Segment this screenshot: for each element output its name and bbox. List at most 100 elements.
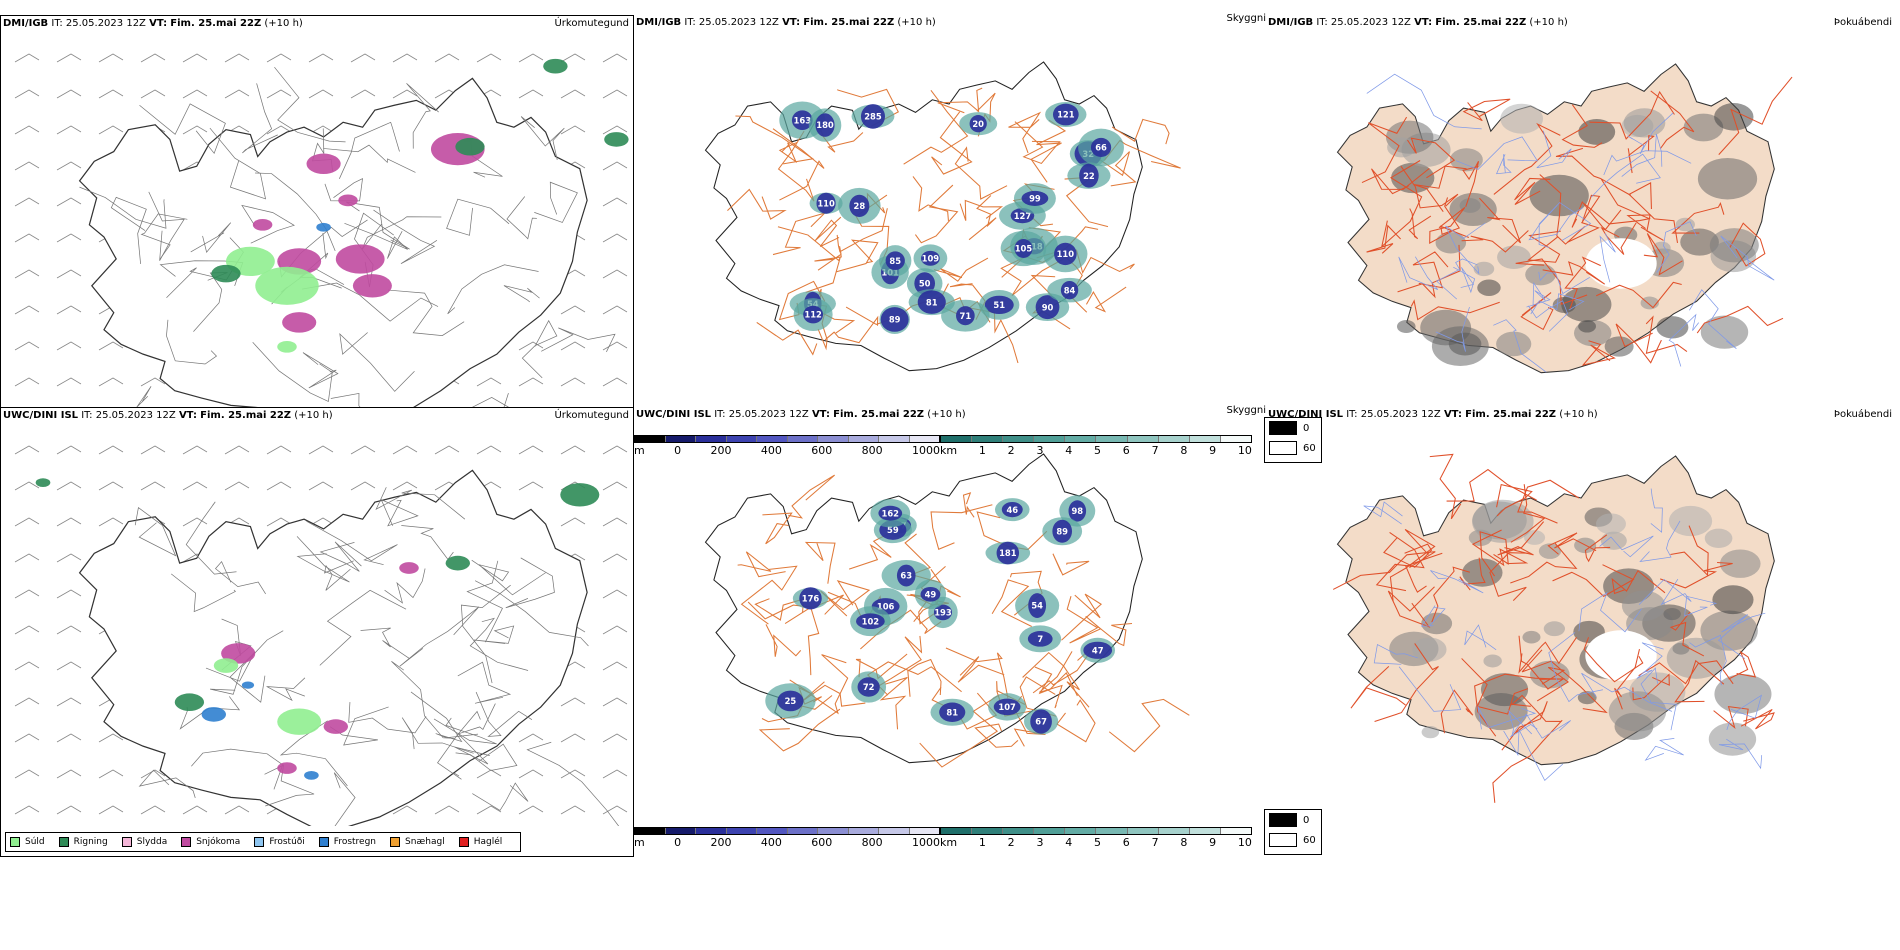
visibility-map: 1091185012716351322890541018411089110112… xyxy=(704,61,1181,372)
road-line xyxy=(1366,73,1482,130)
visibility-panel: DMI/IGB IT: 25.05.2023 12Z VT: Fim. 25.m… xyxy=(634,13,1266,465)
road-line xyxy=(758,708,841,752)
road-line xyxy=(1611,569,1666,595)
precip-legend-item: Súld xyxy=(10,837,45,847)
road-line xyxy=(296,536,350,583)
legend-swatch xyxy=(1269,441,1297,455)
scale-tick: 400 xyxy=(760,444,782,457)
road-line xyxy=(1389,528,1436,602)
road-line xyxy=(1413,165,1467,213)
scale-tick: 200 xyxy=(710,836,732,849)
precip-area xyxy=(352,274,392,298)
road-line xyxy=(1528,300,1568,332)
precip-area xyxy=(455,137,485,156)
fog-area xyxy=(1663,607,1681,621)
visibility-value: 49 xyxy=(925,589,937,599)
road-line xyxy=(1462,98,1511,122)
low-visibility-core xyxy=(984,295,1014,315)
scale-tick: 8 xyxy=(1180,836,1188,849)
road-line xyxy=(1479,531,1509,577)
low-visibility-core xyxy=(1030,709,1052,734)
road-line xyxy=(1375,532,1425,592)
precip-legend-item: Slydda xyxy=(121,837,167,847)
fog-indicator-title: Þokuábendi xyxy=(1833,17,1892,28)
road-line xyxy=(1644,737,1684,761)
fog-area xyxy=(1391,162,1435,194)
road-line xyxy=(912,176,949,222)
fog-area xyxy=(1496,331,1532,357)
road-line xyxy=(1696,305,1784,334)
road-line xyxy=(933,257,989,282)
road-line xyxy=(1371,167,1430,195)
road-line xyxy=(740,565,798,625)
road-line xyxy=(1632,673,1670,701)
legend-swatch xyxy=(458,837,469,847)
road-line xyxy=(1527,230,1561,263)
road-line xyxy=(1581,340,1616,366)
road-line xyxy=(210,630,284,695)
road-line xyxy=(1547,532,1597,555)
visibility-value: 193 xyxy=(934,608,952,618)
precip-area xyxy=(35,478,51,487)
road-line xyxy=(1599,535,1654,558)
fog-area xyxy=(1577,691,1597,705)
scale-unit: m xyxy=(634,836,645,849)
road-line xyxy=(391,661,455,739)
scale-tick: 200 xyxy=(710,444,732,457)
road-line xyxy=(1552,564,1635,598)
precip-area xyxy=(211,264,241,283)
fog-area xyxy=(1719,549,1761,578)
road-line xyxy=(1615,323,1662,364)
low-visibility-core xyxy=(1054,242,1077,266)
low-visibility-core xyxy=(1001,501,1023,518)
low-visibility-core xyxy=(1083,641,1113,659)
road-line xyxy=(762,512,793,545)
road-line xyxy=(503,285,540,303)
road-line xyxy=(1583,637,1644,683)
low-visibility-core xyxy=(939,702,966,723)
precip-area xyxy=(255,266,319,305)
road-line xyxy=(1400,165,1459,209)
precip-area xyxy=(306,153,341,175)
visibility-value: 81 xyxy=(926,297,938,307)
fog-area xyxy=(1396,319,1416,333)
low-visibility-core xyxy=(1060,280,1079,300)
precip-area xyxy=(201,707,226,722)
road-line xyxy=(1108,698,1190,753)
road-line xyxy=(541,327,616,353)
scale-tick: 7 xyxy=(1151,836,1159,849)
fog-area xyxy=(1666,637,1726,679)
visibility-value: 180 xyxy=(816,120,834,130)
legend-swatch xyxy=(10,837,20,847)
precip-area xyxy=(338,194,358,207)
visibility-value: 67 xyxy=(1035,717,1047,727)
road-line xyxy=(1599,233,1616,283)
precip-type-panel: UWC/DINI ISL IT: 25.05.2023 12Z VT: Fim.… xyxy=(0,407,634,857)
fog-area xyxy=(1608,691,1667,732)
road-line xyxy=(772,128,825,201)
fog-legend-item: 0 xyxy=(1265,810,1321,830)
road-line xyxy=(919,694,1000,768)
road-line xyxy=(1689,289,1737,349)
road-line xyxy=(1514,177,1551,205)
road-line xyxy=(1398,256,1439,290)
road-line xyxy=(1584,534,1611,563)
road-line xyxy=(447,264,539,315)
distance-scale: km 1 2 3 4 5 6 7 8 9 10 xyxy=(940,827,1252,849)
precip-area xyxy=(282,312,317,333)
road-line xyxy=(1720,235,1775,281)
road-line xyxy=(1528,205,1583,241)
road-line xyxy=(727,188,787,220)
fog-area xyxy=(1524,530,1546,545)
visibility-value: 85 xyxy=(889,256,901,266)
low-visibility-core xyxy=(933,604,952,621)
visibility-value: 102 xyxy=(862,616,880,626)
scale-tick: 2 xyxy=(1007,836,1015,849)
road-line xyxy=(855,653,908,680)
low-visibility-core xyxy=(880,307,909,332)
glacier-clear-area xyxy=(1585,238,1657,289)
road-line xyxy=(252,342,333,402)
precip-area xyxy=(543,58,568,74)
fog-area xyxy=(1449,192,1497,226)
precip-area xyxy=(304,771,319,780)
